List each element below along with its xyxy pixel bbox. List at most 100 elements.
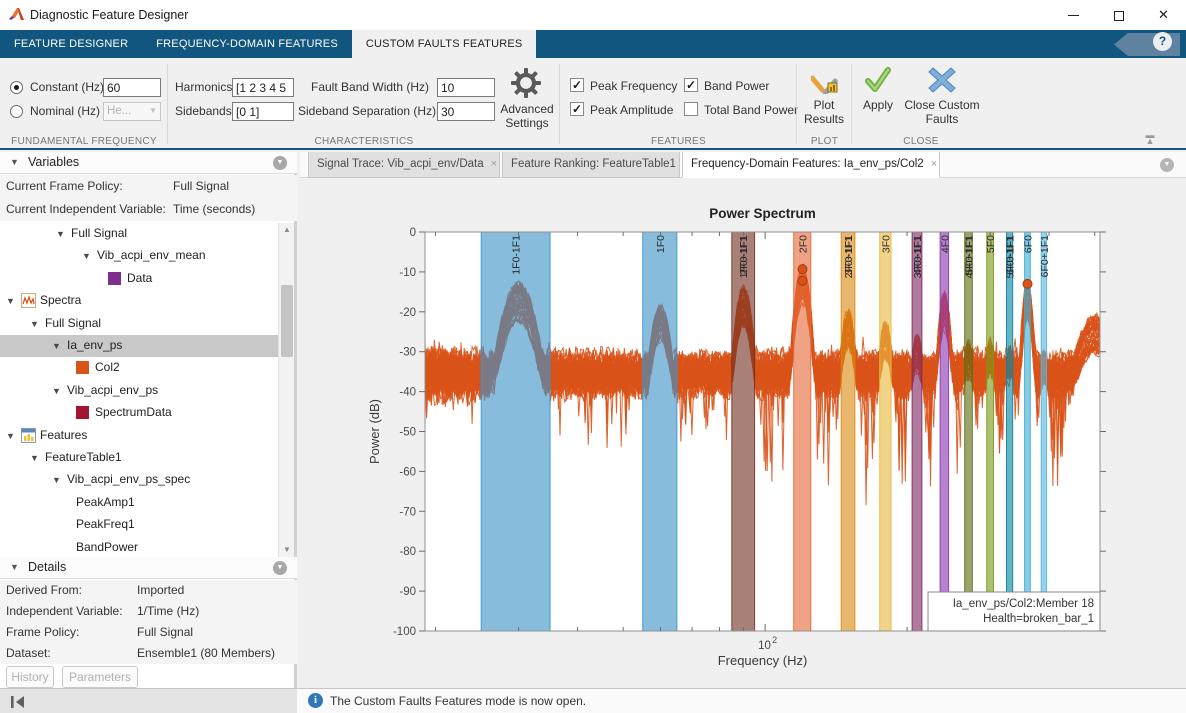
close-button[interactable]: ✕ (1158, 7, 1169, 22)
collapse-panel-icon[interactable] (8, 694, 28, 710)
tree-item-ia-env-ps[interactable]: ▼ Ia_env_ps (0, 335, 281, 357)
document-tab-2[interactable]: Feature Ranking: FeatureTable1× (502, 152, 689, 178)
checkbox-total-band-power[interactable] (684, 102, 698, 116)
fault-band (879, 232, 892, 631)
help-button[interactable]: ? (1153, 32, 1172, 51)
tree-item-spectra[interactable]: ▼ Spectra (0, 290, 281, 313)
y-tick-label: -30 (399, 347, 416, 359)
ribbon-tab-feature-designer[interactable]: FEATURE DESIGNER (14, 38, 129, 50)
nominal-hz-radio[interactable] (10, 105, 23, 118)
constant-hz-radio[interactable] (10, 81, 23, 94)
scroll-up-icon[interactable]: ▲ (283, 225, 291, 234)
tree-item-peakamp1[interactable]: PeakAmp1 (0, 491, 281, 514)
status-bar: i The Custom Faults Features mode is now… (297, 688, 1186, 713)
document-tab-3[interactable]: Frequency-Domain Features: Ia_env_ps/Col… (682, 152, 940, 178)
expander-icon[interactable]: ▼ (6, 296, 15, 307)
fault-band-label: 6F0 (1022, 235, 1034, 253)
apply-button[interactable]: Apply (862, 98, 894, 112)
ribbon-tab-frequency-domain-features[interactable]: FREQUENCY-DOMAIN FEATURES (156, 38, 338, 50)
fault-band-label: 5F0+1F1 (1005, 236, 1017, 278)
ribbon-tab-strip: FEATURE DESIGNER FREQUENCY-DOMAIN FEATURE… (0, 30, 1186, 58)
expander-icon[interactable]: ▼ (30, 453, 39, 463)
tab-list-icon[interactable]: ▼ (1160, 158, 1174, 172)
fault-band (939, 232, 950, 631)
tree-item-peakfreq1[interactable]: PeakFreq1 (0, 514, 281, 537)
expander-icon[interactable]: ▼ (56, 229, 65, 239)
tree-item-vib-acpi-env-mean[interactable]: ▼ Vib_acpi_env_mean (0, 245, 281, 268)
section-label: FUNDAMENTAL FREQUENCY (11, 136, 157, 147)
advanced-settings-button[interactable]: Advanced Settings (500, 102, 554, 130)
tree-item-label: Full Signal (45, 315, 102, 330)
checkbox-peak-amplitude[interactable]: ✓ (570, 102, 584, 116)
fault-band-label: 1F0+1F1 (738, 236, 750, 278)
expander-icon[interactable]: ▼ (82, 251, 91, 262)
power-spectrum-plot-panel[interactable]: Power Spectrum 1F0-1F1 1F0 2F0-1F1 1F0+1F1 2F… (300, 178, 1186, 688)
collapse-ribbon-icon[interactable]: ▬ ▲ (1145, 130, 1155, 146)
tree-item-spectrumdata[interactable]: SpectrumData (0, 402, 281, 425)
fault-band-width-input[interactable] (437, 78, 495, 97)
checkbox-label: Total Band Power (704, 103, 799, 117)
details-pane-header[interactable]: ▼ Details ▼ (0, 557, 297, 579)
expander-icon[interactable]: ▼ (30, 318, 39, 329)
sidebands-input[interactable] (232, 102, 294, 121)
tree-item-data[interactable]: Data (0, 267, 281, 290)
y-tick-label: -100 (393, 626, 416, 638)
datatip-line: Health=broken_bar_1 (983, 613, 1094, 625)
tree-item-vib-acpi-env-ps-spec[interactable]: ▼ Vib_acpi_env_ps_spec (0, 469, 281, 492)
tree-item-label: BandPower (76, 539, 139, 554)
close-tab-icon[interactable]: × (490, 158, 498, 170)
maximize-button[interactable] (1096, 0, 1141, 30)
checkbox-band-power[interactable]: ✓ (684, 78, 698, 92)
pane-menu-icon[interactable]: ▼ (273, 156, 287, 170)
ribbon-tab-custom-faults-features[interactable]: CUSTOM FAULTS FEATURES (351, 30, 537, 58)
plot-results-icon[interactable] (811, 66, 839, 94)
expander-icon[interactable]: ▼ (52, 475, 61, 486)
info-label: Current Frame Policy: (6, 179, 123, 193)
expander-icon[interactable]: ▼ (52, 385, 61, 396)
harmonics-input[interactable] (232, 78, 294, 97)
spectra-icon (21, 293, 36, 309)
tree-item-full-signal[interactable]: ▼ Full Signal (0, 312, 281, 335)
datatip-box[interactable] (927, 591, 1101, 632)
nominal-hz-dropdown[interactable]: He... ▼ (103, 102, 161, 121)
scrollbar-thumb[interactable] (281, 285, 293, 357)
tree-item-vib-acpi-env-ps[interactable]: ▼ Vib_acpi_env_ps (0, 379, 281, 402)
close-custom-faults-button[interactable]: Close Custom Faults (904, 98, 980, 126)
document-tab-label: Signal Trace: Vib_acpi_env/Data (317, 158, 484, 170)
x-axis-label: Frequency (Hz) (718, 653, 808, 668)
tree-item-features[interactable]: ▼ Features (0, 424, 281, 447)
variables-pane-header[interactable]: ▼ Variables ▼ (0, 152, 297, 174)
gear-icon[interactable] (511, 68, 541, 98)
sideband-separation-input[interactable] (437, 102, 495, 121)
collapse-triangle-icon[interactable]: ▼ (10, 562, 19, 572)
checkbox-peak-frequency[interactable]: ✓ (570, 78, 584, 92)
history-button[interactable]: History (6, 666, 54, 688)
tree-item-bandpower[interactable]: BandPower (0, 536, 281, 559)
scroll-down-icon[interactable]: ▼ (283, 545, 291, 554)
tree-scrollbar[interactable]: ▲ ▼ (278, 223, 294, 557)
expander-icon[interactable]: ▼ (6, 430, 15, 441)
close-custom-faults-icon[interactable] (928, 66, 956, 94)
y-tick-label: 0 (410, 227, 416, 239)
constant-hz-input[interactable] (103, 78, 161, 97)
expander-icon[interactable]: ▼ (52, 341, 61, 351)
tree-item-full-signal[interactable]: ▼ Full Signal (0, 223, 281, 245)
plot-results-button[interactable]: Plot Results (803, 98, 844, 126)
fault-band (731, 232, 756, 631)
minimize-button[interactable] (1051, 0, 1096, 30)
pane-menu-icon[interactable]: ▼ (273, 561, 287, 575)
tree-item-featuretable1[interactable]: ▼ FeatureTable1 (0, 447, 281, 469)
close-tab-icon[interactable]: × (930, 158, 938, 170)
datatip-marker[interactable] (797, 275, 808, 286)
section-label: FEATURES (651, 136, 706, 147)
collapse-triangle-icon[interactable]: ▼ (10, 157, 19, 167)
details-label: Frame Policy: (6, 625, 80, 639)
parameters-button[interactable]: Parameters (62, 666, 138, 688)
datatip-marker[interactable] (797, 264, 808, 275)
harmonics-label: Harmonics (175, 80, 233, 94)
datatip-marker[interactable] (1022, 278, 1033, 289)
apply-check-icon[interactable] (864, 66, 892, 94)
document-tab-1[interactable]: Signal Trace: Vib_acpi_env/Data × (308, 152, 500, 178)
tree-item-col2[interactable]: Col2 (0, 357, 281, 380)
